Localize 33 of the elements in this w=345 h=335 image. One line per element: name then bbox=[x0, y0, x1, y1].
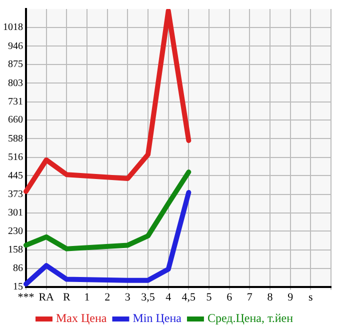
y-tick-label: 588 bbox=[8, 133, 23, 144]
x-tick-label: 4,5 bbox=[182, 291, 196, 304]
y-tick-label: 445 bbox=[8, 170, 23, 182]
y-tick-label: 516 bbox=[8, 152, 23, 163]
x-tick-label: 7 bbox=[246, 291, 253, 304]
y-tick-label: 230 bbox=[8, 226, 23, 237]
y-tick-label: 731 bbox=[8, 96, 23, 108]
x-tick-label: 5 bbox=[206, 291, 212, 304]
x-tick-label: 3,5 bbox=[141, 291, 156, 304]
x-tick-label: 3 bbox=[124, 291, 131, 304]
x-tick-label: RA bbox=[38, 291, 54, 304]
x-tick-label: s bbox=[308, 291, 313, 304]
x-tick-label: 2 bbox=[104, 291, 110, 304]
y-tick-label: 660 bbox=[8, 114, 23, 126]
x-tick-label: 6 bbox=[226, 291, 233, 304]
legend-label: Min Цена bbox=[132, 311, 182, 326]
x-tick-label: 1 bbox=[84, 291, 90, 304]
y-tick-label: 373 bbox=[8, 188, 23, 200]
x-tick-label: 9 bbox=[288, 291, 294, 304]
y-tick-label: 946 bbox=[8, 40, 23, 52]
legend-label: Сред.Цена, т.йен bbox=[207, 311, 294, 326]
y-tick-label: 803 bbox=[8, 78, 23, 89]
legend-label: Max Цена bbox=[56, 311, 108, 326]
y-tick-label: 1018 bbox=[3, 22, 23, 34]
y-tick-label: 158 bbox=[8, 244, 23, 256]
x-tick-label: 8 bbox=[267, 291, 274, 304]
x-tick-label: R bbox=[62, 291, 71, 304]
y-tick-label: 86 bbox=[13, 263, 23, 274]
y-tick-label: 15 bbox=[13, 281, 23, 292]
y-tick-label: 301 bbox=[8, 208, 23, 219]
y-tick-label: 875 bbox=[8, 59, 23, 70]
x-tick-label: *** bbox=[18, 291, 34, 304]
x-tick-label: 4 bbox=[166, 291, 172, 304]
